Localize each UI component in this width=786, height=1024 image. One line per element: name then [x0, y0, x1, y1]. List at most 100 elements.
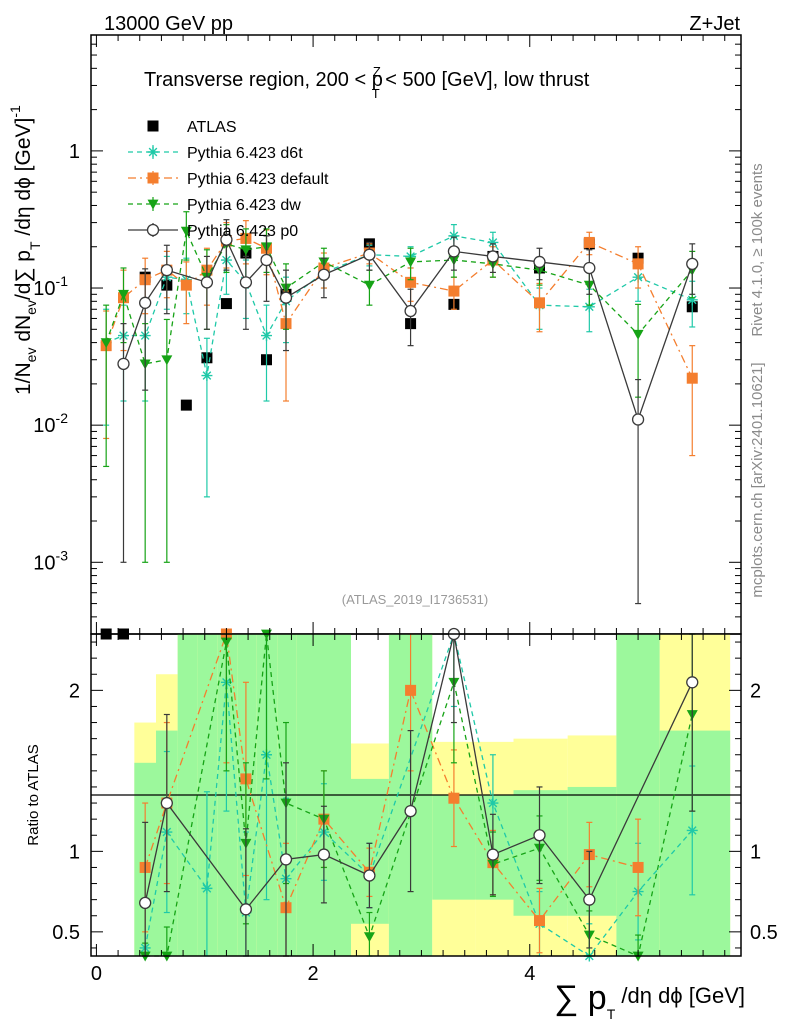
main-data-point	[632, 258, 644, 270]
ratio-data-point	[317, 848, 331, 861]
legend-label: Pythia 6.423 p0	[187, 223, 298, 240]
ratio-data-point	[487, 797, 499, 809]
ratio-data-point	[686, 676, 699, 689]
ratio-band-green	[475, 795, 514, 900]
ratio-panel: 0.5 0.5 1 1 2 2 0 2 4	[52, 35, 778, 985]
main-data-point	[686, 257, 699, 271]
ratio-y-axis-label: Ratio to ATLAS	[25, 744, 42, 845]
ratio-y-tick-label-left: 2	[69, 680, 80, 702]
analysis-watermark: (ATLAS_2019_I1736531)	[342, 592, 488, 607]
main-data-point	[487, 236, 499, 248]
ratio-data-point	[363, 869, 376, 882]
main-series-4	[117, 219, 699, 605]
ratio-y-tick-label-right: 2	[750, 680, 761, 702]
main-data-point	[117, 357, 130, 370]
ratio-data-point	[405, 684, 417, 696]
ratio-data-point	[239, 903, 253, 916]
main-data-point	[180, 226, 192, 237]
ratio-data-point	[686, 824, 698, 836]
ratio-data-point	[160, 796, 173, 810]
ratio-data-point	[583, 893, 596, 906]
main-data-point	[180, 399, 192, 411]
ratio-y-tick-label-left: 0.5	[52, 922, 80, 944]
main-data-point	[486, 250, 500, 263]
main-data-point	[139, 296, 152, 309]
main-data-point	[160, 264, 173, 277]
main-data-point	[686, 294, 698, 306]
ratio-data-point	[363, 932, 375, 943]
x-tick-label: 0	[91, 963, 102, 985]
ratio-series-line	[145, 633, 693, 957]
process-label: Z+Jet	[689, 13, 740, 35]
ratio-y-tick-label-left: 1	[69, 841, 80, 863]
main-data-point	[161, 355, 173, 366]
legend-label: Pythia 6.423 d6t	[187, 145, 303, 162]
ratio-data-point	[486, 848, 500, 861]
main-data-point	[180, 279, 192, 291]
main-data-point	[583, 301, 595, 313]
x-tick-label: 4	[524, 963, 535, 985]
main-data-point	[363, 248, 376, 261]
rivet-version-label: Rivet 4.1.0, ≥ 100k events	[749, 163, 766, 336]
main-frame	[90, 34, 742, 635]
legend-marker	[147, 199, 159, 210]
main-data-point	[363, 280, 375, 291]
main-panel: 1 10-1 10-2 10-3 (ATLAS_2019_I1736531) Tran…	[33, 34, 742, 640]
main-data-point	[317, 268, 331, 281]
legend: ATLAS Pythia 6.423 d6t Pythia 6.423 defaul…	[128, 119, 329, 240]
main-data-point	[240, 245, 252, 256]
ratio-frame	[90, 633, 742, 957]
x-axis-label: ∑ pT /dη dϕ [GeV]	[554, 979, 745, 1022]
main-data-point	[447, 245, 461, 258]
main-y-tick-label: 10-3	[33, 547, 68, 574]
legend-marker	[147, 146, 159, 158]
main-data-point	[118, 289, 129, 300]
main-data-point	[200, 276, 214, 289]
main-data-point	[404, 304, 417, 318]
main-data-point	[405, 257, 417, 268]
legend-marker	[147, 172, 159, 184]
main-data-point	[405, 276, 417, 288]
main-data-point	[448, 285, 460, 297]
ratio-data-point	[534, 915, 545, 927]
main-y-tick-label: 10-2	[33, 410, 68, 437]
x-tick-label: 2	[308, 963, 319, 985]
main-y-tick-label: 10-1	[33, 273, 68, 300]
main-data-point	[261, 330, 272, 342]
ratio-data-point	[279, 853, 293, 866]
legend-label: Pythia 6.423 default	[187, 171, 329, 188]
main-data-point	[632, 329, 644, 340]
main-data-point	[239, 276, 253, 289]
ratio-data-point	[448, 792, 460, 804]
ratio-data-point	[139, 896, 152, 910]
ratio-band-green	[513, 790, 568, 916]
ratio-series-3	[139, 627, 699, 957]
main-data-point	[201, 370, 213, 382]
ratio-data-point	[220, 637, 232, 648]
ratio-y-tick-label-right: 0.5	[750, 922, 778, 944]
main-data-point	[279, 291, 293, 304]
main-data-point	[220, 298, 232, 310]
legend-marker	[147, 120, 159, 132]
ratio-y-tick-label-right: 1	[750, 841, 761, 863]
ratio-data-point	[632, 861, 644, 873]
legend-marker	[146, 223, 160, 237]
main-y-tick-label: 1	[69, 141, 80, 163]
main-data-point	[534, 297, 545, 309]
main-data-point	[583, 261, 596, 275]
legend-label: ATLAS	[187, 119, 237, 136]
main-data-point	[533, 255, 546, 269]
ratio-data-point	[404, 804, 417, 818]
main-y-axis-label: 1/Nev dNev/d∑ pT /dη dϕ [GeV]-1	[7, 105, 43, 395]
ratio-series-line	[144, 633, 693, 911]
legend-label: Pythia 6.423 dw	[187, 197, 301, 214]
plot-title: Transverse region, 200 < pZ T < 500 [GeV]…	[144, 64, 590, 101]
main-data-point	[583, 236, 595, 248]
energy-label: 13000 GeV pp	[104, 13, 233, 35]
ratio-data-point	[533, 829, 546, 842]
ratio-series-line	[144, 631, 693, 957]
main-data-point	[686, 372, 698, 384]
main-data-point	[220, 233, 233, 246]
main-data-point	[631, 413, 645, 426]
